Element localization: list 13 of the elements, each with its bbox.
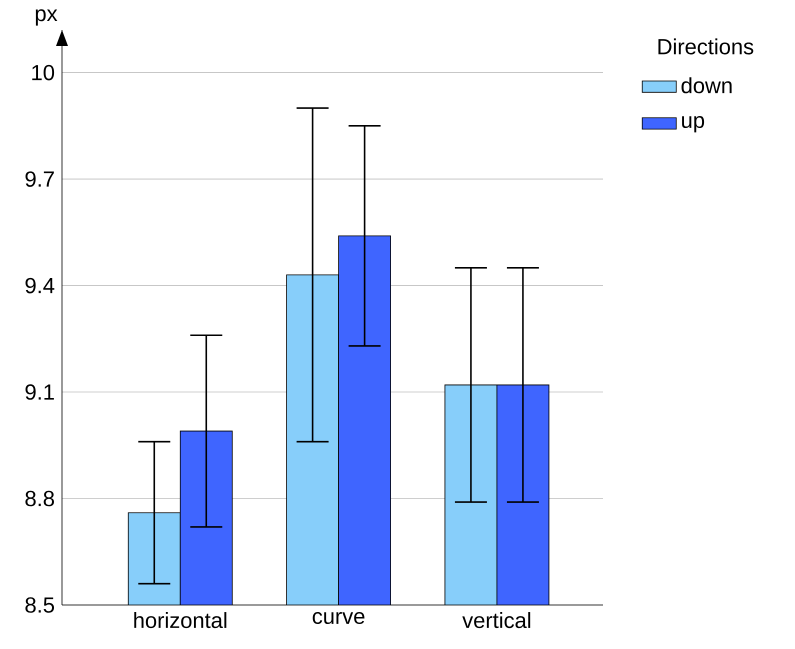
y-tick-label: 9.7	[26, 171, 54, 187]
legend-label: up	[682, 116, 704, 132]
y-tick-label: 8.8	[25, 490, 54, 506]
y-tick-label: 10	[32, 64, 54, 80]
legend-title: Directions	[658, 38, 754, 54]
x-tick-label: vertical	[462, 612, 530, 628]
y-tick-label: 9.4	[26, 278, 54, 294]
legend-label: down	[682, 77, 732, 94]
x-tick-label: horizontal	[134, 612, 226, 628]
y-tick-label: 9.1	[26, 384, 54, 400]
y-tick-label: 8.5	[25, 597, 54, 613]
x-tick-label: curve	[312, 612, 364, 624]
y-axis-title: px	[36, 9, 58, 26]
